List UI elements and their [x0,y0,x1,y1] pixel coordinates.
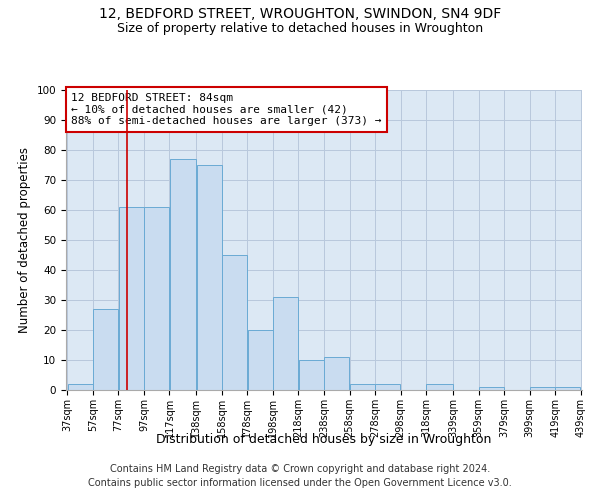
Bar [197,165,221,390]
Bar [530,387,555,390]
Bar [479,387,504,390]
Text: Contains HM Land Registry data © Crown copyright and database right 2024.
Contai: Contains HM Land Registry data © Crown c… [88,464,512,487]
Bar [68,384,92,390]
Bar [170,159,196,390]
Text: 12, BEDFORD STREET, WROUGHTON, SWINDON, SN4 9DF: 12, BEDFORD STREET, WROUGHTON, SWINDON, … [99,8,501,22]
Bar [248,330,272,390]
Text: Size of property relative to detached houses in Wroughton: Size of property relative to detached ho… [117,22,483,35]
Bar [350,384,375,390]
Y-axis label: Number of detached properties: Number of detached properties [18,147,31,333]
Bar [222,255,247,390]
Bar [376,384,400,390]
Bar [93,309,118,390]
Bar [119,207,143,390]
Bar [273,297,298,390]
Text: 12 BEDFORD STREET: 84sqm
← 10% of detached houses are smaller (42)
88% of semi-d: 12 BEDFORD STREET: 84sqm ← 10% of detach… [71,93,382,126]
Bar [427,384,452,390]
Bar [325,357,349,390]
Bar [299,360,323,390]
Text: Distribution of detached houses by size in Wroughton: Distribution of detached houses by size … [157,432,491,446]
Bar [556,387,580,390]
Bar [144,207,169,390]
